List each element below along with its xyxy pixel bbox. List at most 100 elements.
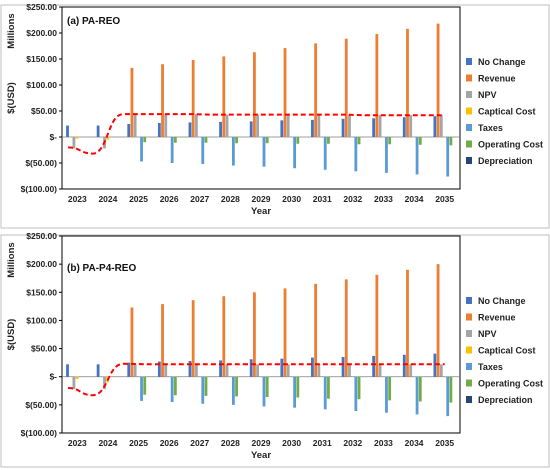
panel-a-bar xyxy=(262,137,266,167)
panel-b-ytick-label: $250.00 xyxy=(26,231,57,241)
panel-b-xtick-label: 2028 xyxy=(221,438,240,448)
panel-b-ytick-label: $- xyxy=(49,372,57,382)
panel-a-bar xyxy=(72,137,76,149)
panel-a-bar xyxy=(201,137,205,165)
panel-b-bar xyxy=(75,376,79,379)
panel-a-legend-label: Captical Cost xyxy=(478,107,536,117)
panel-b-bar xyxy=(357,376,361,400)
panel-a-legend-label: No Change xyxy=(478,57,526,67)
panel-a-bar xyxy=(256,114,259,137)
panel-a-bar xyxy=(133,114,137,137)
panel-b-bar xyxy=(143,376,147,395)
panel-b-bar xyxy=(449,376,453,403)
panel-a-legend-label: NPV xyxy=(478,90,497,100)
panel-b-bar xyxy=(286,364,290,377)
panel-b-units-label: Millions xyxy=(6,242,17,277)
panel-b-ytick-label: $(50.00) xyxy=(25,400,57,410)
panel-b-bar xyxy=(436,264,440,377)
panel-b-bar xyxy=(262,376,266,407)
panel-a-bar xyxy=(106,137,110,140)
panel-b-bar xyxy=(249,359,253,377)
panel-a-ytick-label: $200.00 xyxy=(26,28,57,38)
panel-b-bar xyxy=(204,376,208,396)
panel-a-bar xyxy=(164,114,168,137)
panel-a-bar xyxy=(296,137,300,144)
panel-a-bar xyxy=(406,28,409,138)
panel-b-bar xyxy=(280,358,284,377)
panel-a-bar xyxy=(433,116,437,137)
panel-b-bar xyxy=(317,364,321,377)
panel-a-bar xyxy=(341,118,345,137)
panel-a-xtick-label: 2031 xyxy=(313,194,332,204)
panel-b-legend-swatch xyxy=(466,313,472,321)
panel-a-legend-label: Depreciation xyxy=(478,156,533,166)
panel-a-bar xyxy=(161,64,164,137)
panel-a-bar xyxy=(311,119,314,137)
panel-b-bar xyxy=(372,355,376,377)
panel-b-xtick-label: 2031 xyxy=(313,438,332,448)
panel-b-bar xyxy=(140,376,143,401)
panel-a-xtick-label: 2029 xyxy=(252,194,271,204)
panel-b-title: (b) PA-P4-REO xyxy=(67,263,136,274)
panel-a-bar xyxy=(96,125,100,137)
panel-a-bar xyxy=(446,137,450,177)
panel-b-bar xyxy=(348,364,351,377)
panel-b-ytick-label: $(100.00) xyxy=(21,428,58,438)
panel-b-bar xyxy=(133,363,137,377)
panel-b-bar xyxy=(385,376,388,413)
panel-a-bar xyxy=(143,137,147,143)
panel-b-xtick-label: 2023 xyxy=(68,438,87,448)
panel-a-xtick-label: 2026 xyxy=(160,194,179,204)
panel-b-bar xyxy=(164,364,168,377)
panel-b-bar xyxy=(201,376,205,404)
panel-a-bar xyxy=(191,60,195,137)
panel-a-bar xyxy=(140,137,143,162)
panel-a-ytick-label: $50.00 xyxy=(31,106,57,116)
panel-a-bar xyxy=(225,114,229,137)
panel-a-xtick-label: 2025 xyxy=(129,194,148,204)
panel-a-legend-swatch xyxy=(466,140,472,148)
panel-b-ytick-label: $50.00 xyxy=(31,344,57,354)
panel-a-bar xyxy=(235,137,238,144)
panel-b-legend-label: No Change xyxy=(478,296,526,306)
panel-b-ylabel: $(USD) xyxy=(6,319,17,351)
panel-b-xtick-label: 2033 xyxy=(374,438,393,448)
panel-b-xtick-label: 2030 xyxy=(282,438,301,448)
panel-a-legend-label: Operating Cost xyxy=(478,140,543,150)
panel-a-bar xyxy=(219,121,222,137)
panel-a-legend-label: Revenue xyxy=(478,74,516,84)
panel-a-bar xyxy=(375,34,379,137)
panel-b-bar xyxy=(191,300,195,377)
panel-b-bar xyxy=(311,357,314,377)
panel-b-bar xyxy=(235,376,238,397)
panel-a-bar xyxy=(385,137,388,173)
panel-b-bar xyxy=(225,364,229,377)
panel-b-bar xyxy=(231,376,235,405)
panel-a-border xyxy=(0,4,550,229)
panel-a-bar xyxy=(249,121,253,137)
panel-b-plot-area xyxy=(61,235,461,434)
panel-b-bar xyxy=(283,288,287,377)
panel-b-bar xyxy=(378,364,382,377)
panel-a-plot-area xyxy=(61,6,461,190)
panel-a-xtick-label: 2028 xyxy=(221,194,240,204)
panel-b-legend-label: Revenue xyxy=(478,313,516,323)
panel-b-xtick-label: 2027 xyxy=(190,438,209,448)
panel-a-xtick-label: 2027 xyxy=(190,194,209,204)
panel-b-bar xyxy=(96,364,100,377)
panel-a-xtick-label: 2030 xyxy=(282,194,301,204)
panel-a-xtick-label: 2023 xyxy=(68,194,87,204)
panel-b-bar xyxy=(157,361,161,377)
panel-a-legend-label: Taxes xyxy=(478,123,503,133)
panel-a-ylabel: $(USD) xyxy=(6,82,17,114)
panel-a-bar xyxy=(327,137,330,144)
panel-a-bar xyxy=(323,137,327,170)
panel-a-legend-swatch xyxy=(466,91,472,98)
panel-b-ytick-label: $150.00 xyxy=(26,287,57,297)
panel-a-xtick-label: 2033 xyxy=(374,194,393,204)
panel-b-xtick-label: 2032 xyxy=(343,438,362,448)
panel-a-bar xyxy=(222,56,226,137)
panel-b-bar xyxy=(127,362,131,377)
panel-a-bar xyxy=(265,137,269,144)
